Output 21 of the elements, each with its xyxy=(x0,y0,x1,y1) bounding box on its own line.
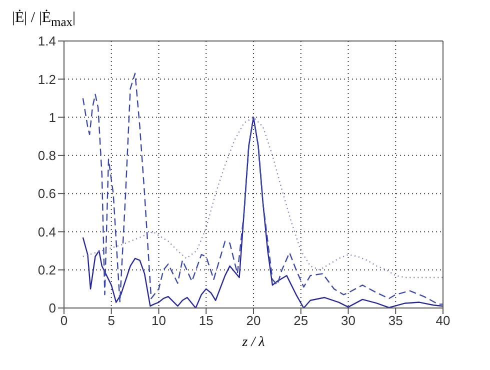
x-tick-label: 10 xyxy=(152,313,166,328)
y-tick-label: 0.6 xyxy=(38,186,56,202)
x-tick-label: 35 xyxy=(388,313,403,328)
x-tick-label: 25 xyxy=(294,313,308,328)
y-tick-label: 1.2 xyxy=(38,72,56,87)
line-series xyxy=(82,116,443,278)
x-tick-label: 40 xyxy=(436,313,450,328)
x-tick-label: 0 xyxy=(60,313,68,328)
line-series xyxy=(82,72,443,305)
y-tick-label: 0.4 xyxy=(38,224,56,240)
y-tick-label: 0.2 xyxy=(38,262,56,278)
x-axis-title: z / λ xyxy=(241,335,265,350)
x-tick-label: 5 xyxy=(108,313,115,328)
y-tick-label: 0 xyxy=(48,300,56,316)
x-tick-label: 30 xyxy=(341,313,356,328)
x-tick-label: 15 xyxy=(198,313,214,328)
y-tick-label: 1.4 xyxy=(38,34,56,49)
y-tick-label: 0.8 xyxy=(38,148,56,164)
y-axis-title: |Ė| / |Ė$_{max}$| xyxy=(12,10,76,30)
y-tick-label: 1 xyxy=(48,110,56,125)
x-tick-label: 20 xyxy=(246,313,261,328)
